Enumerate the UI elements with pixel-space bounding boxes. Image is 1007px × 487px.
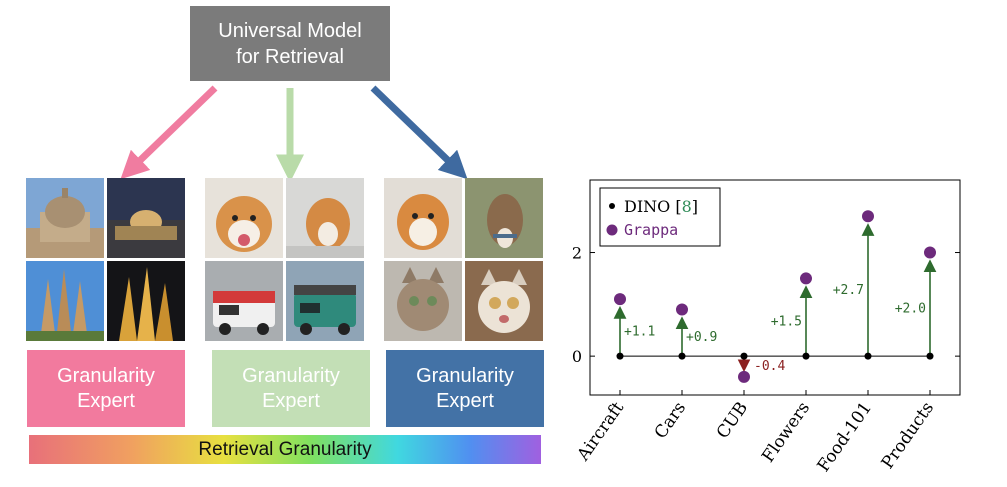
image-shiba-standing xyxy=(286,178,364,258)
dino-point xyxy=(802,352,810,360)
expert-label-line-2: Expert xyxy=(77,389,135,412)
granularity-expert-blue: Granularity Expert xyxy=(386,350,544,427)
granularity-expert-pink: Granularity Expert xyxy=(27,350,185,427)
image-oxford-night xyxy=(107,178,185,258)
expert-label-line-1: Granularity xyxy=(416,364,514,387)
routing-arrow xyxy=(120,85,218,180)
legend-dino-marker xyxy=(609,203,615,209)
x-tick-label: Flowers xyxy=(758,398,814,466)
delta-label: +0.9 xyxy=(686,330,717,345)
delta-label: +1.1 xyxy=(624,325,655,340)
legend-grappa-marker xyxy=(606,224,618,236)
image-greyhound xyxy=(465,178,543,258)
image-red-van xyxy=(205,261,283,341)
legend-dino-label: DINO [8] xyxy=(624,197,698,216)
image-akita-face xyxy=(205,178,283,258)
image-group-dogs-cats xyxy=(384,178,543,341)
x-tick-label: Cars xyxy=(651,398,690,442)
grappa-point xyxy=(800,272,812,285)
x-tick-label: Food-101 xyxy=(814,398,877,475)
expert-label-line-2: Expert xyxy=(436,389,494,412)
dino-point xyxy=(678,352,686,360)
image-sagrada-day xyxy=(26,261,104,341)
image-group-buildings xyxy=(26,178,185,341)
y-tick-label: 2 xyxy=(572,244,582,263)
dino-point xyxy=(616,352,624,360)
expert-label-line-1: Granularity xyxy=(57,364,155,387)
image-akita-sitting xyxy=(384,178,462,258)
dino-point xyxy=(864,352,872,360)
grappa-point xyxy=(862,210,874,223)
legend-box xyxy=(599,187,721,247)
delta-label: +2.7 xyxy=(833,283,864,298)
image-green-van xyxy=(286,261,364,341)
delta-label: -0.4 xyxy=(754,359,785,374)
delta-label: +1.5 xyxy=(771,314,802,329)
improvement-chart: 0 2 +1.1 Aircraft +0.9 Cars -0.4 CUB +1.5 Flowers… xyxy=(572,179,961,476)
x-tick-label: Aircraft xyxy=(573,398,628,465)
grappa-point xyxy=(738,370,750,383)
dino-point xyxy=(740,352,748,360)
legend: DINO [8] Grappa xyxy=(599,187,721,247)
y-tick-label: 0 xyxy=(572,347,582,366)
retrieval-granularity-label: Retrieval Granularity xyxy=(198,438,372,460)
image-group-dogs-vans xyxy=(205,178,364,341)
universal-model-box: Universal Model for Retrieval xyxy=(190,6,390,81)
legend-grappa-label: Grappa xyxy=(624,221,678,239)
granularity-expert-green: Granularity Expert xyxy=(212,350,370,427)
expert-label-line-2: Expert xyxy=(262,389,320,412)
image-tabby-kitten xyxy=(384,261,462,341)
retrieval-granularity-bar: Retrieval Granularity xyxy=(29,435,541,464)
expert-label-line-1: Granularity xyxy=(242,364,340,387)
image-sagrada-night xyxy=(107,261,185,341)
x-tick-label: CUB xyxy=(713,398,752,442)
title-line-1: Universal Model xyxy=(218,19,362,42)
plot-frame xyxy=(589,179,961,396)
delta-label: +2.0 xyxy=(895,301,926,316)
grappa-point xyxy=(676,303,688,316)
title-line-2: for Retrieval xyxy=(236,45,344,68)
routing-arrow xyxy=(370,85,468,180)
x-tick-label: Products xyxy=(878,398,938,472)
routing-arrows xyxy=(120,85,468,180)
grappa-point xyxy=(924,246,936,259)
grappa-point xyxy=(614,293,626,306)
image-surprised-cat xyxy=(465,261,543,341)
dino-point xyxy=(926,352,934,360)
image-radcliffe-camera xyxy=(26,178,104,258)
